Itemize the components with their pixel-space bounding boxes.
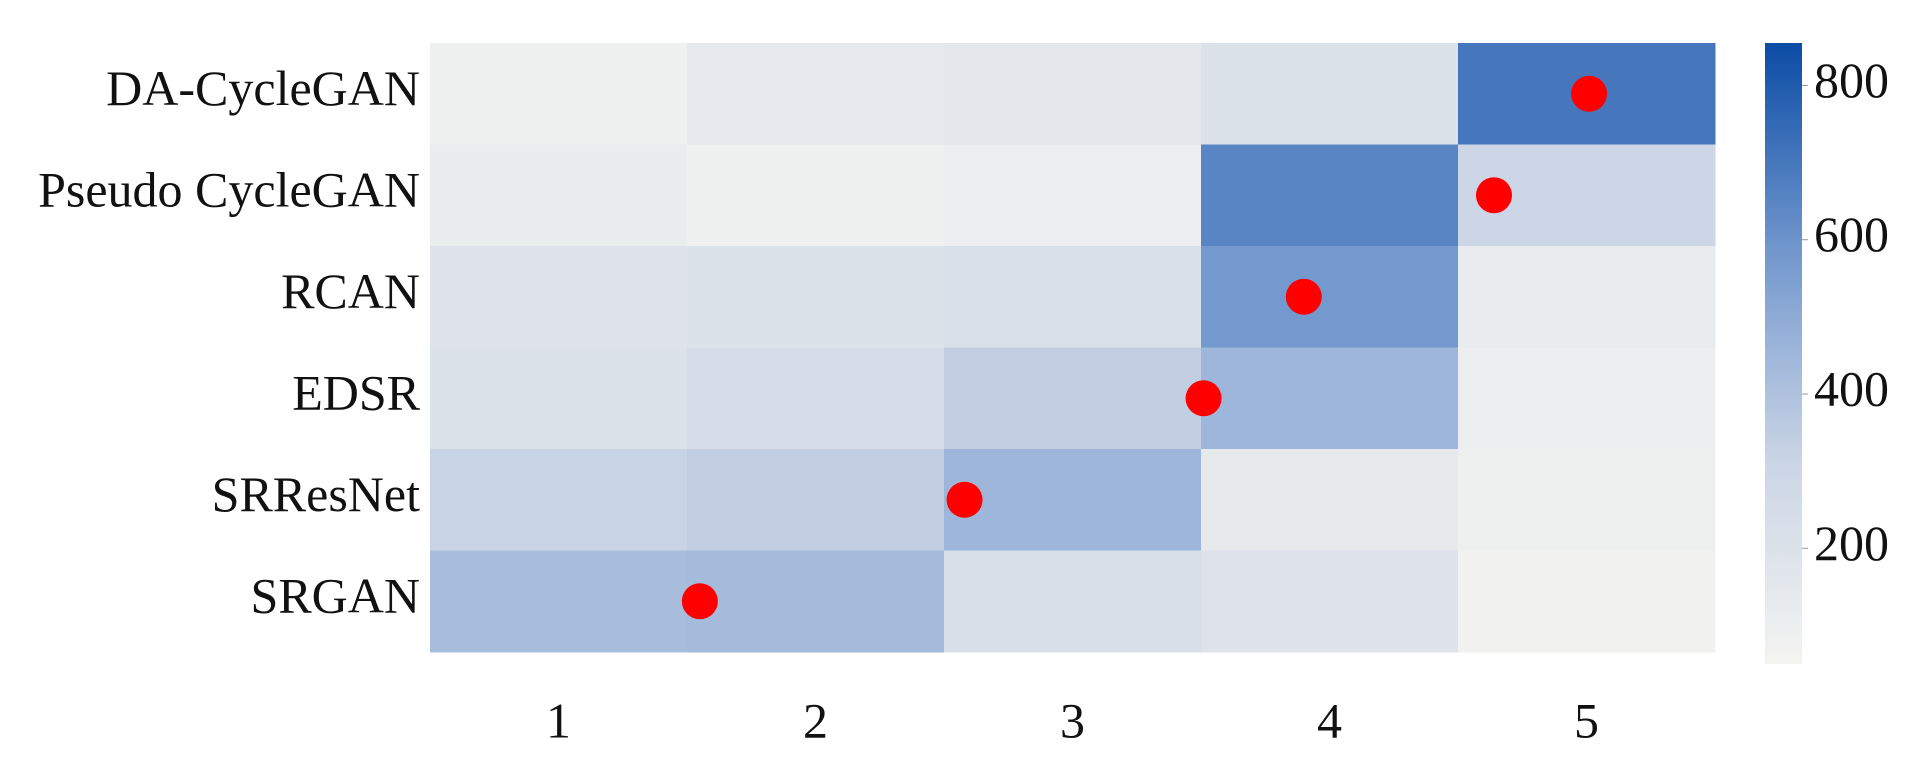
- heatmap-cell: [1201, 449, 1459, 551]
- colorbar-tick-label: 800: [1814, 52, 1889, 108]
- colorbar-tick-label: 600: [1814, 206, 1889, 262]
- marker-dot: [681, 583, 718, 620]
- heatmap-cell: [1201, 550, 1459, 653]
- heatmap-cell: [944, 144, 1202, 247]
- heatmap-cell: [944, 347, 1202, 450]
- heatmap-cell: [1458, 347, 1716, 450]
- marker-dot: [946, 481, 983, 518]
- heatmap-cell: [944, 246, 1202, 348]
- heatmap-cell: [1458, 449, 1716, 551]
- heatmap-cell: [687, 246, 945, 348]
- marker-dot: [1285, 278, 1322, 315]
- column-label: 4: [1317, 692, 1342, 748]
- row-label: SRGAN: [251, 568, 420, 624]
- heatmap-cell: [430, 246, 688, 348]
- heatmap-cell: [430, 347, 688, 450]
- heatmap-cell: [430, 449, 688, 551]
- colorbar-tick-label: 400: [1814, 360, 1889, 416]
- heatmap-cell: [687, 449, 945, 551]
- column-label: 2: [803, 692, 828, 748]
- heatmap-cell: [1201, 347, 1459, 450]
- row-label: DA-CycleGAN: [106, 60, 420, 116]
- heatmap-cell: [430, 144, 688, 247]
- heatmap-cell: [944, 449, 1202, 551]
- column-label: 3: [1060, 692, 1085, 748]
- marker-dot: [1475, 177, 1512, 214]
- heatmap-cell: [1201, 246, 1459, 348]
- heatmap-cell: [1458, 246, 1716, 348]
- heatmap-cell: [687, 550, 945, 653]
- colorbar: [1765, 43, 1802, 664]
- column-label: 1: [546, 692, 571, 748]
- heatmap-cell: [1201, 43, 1459, 145]
- heatmap-cell: [687, 43, 945, 145]
- heatmap-cell: [944, 550, 1202, 653]
- marker-dot: [1185, 380, 1222, 417]
- heatmap-cell: [944, 43, 1202, 145]
- heatmap-cell: [687, 144, 945, 247]
- column-label: 5: [1574, 692, 1599, 748]
- row-label: Pseudo CycleGAN: [38, 162, 420, 218]
- heatmap-cell: [430, 43, 688, 145]
- marker-dot: [1571, 75, 1608, 112]
- heatmap-cell: [687, 347, 945, 450]
- row-label: SRResNet: [212, 466, 420, 522]
- colorbar-tick-label: 200: [1814, 515, 1889, 571]
- heatmap-cell: [430, 550, 688, 653]
- heatmap-cell: [1458, 550, 1716, 653]
- row-label: EDSR: [292, 365, 420, 421]
- row-label: RCAN: [281, 263, 420, 319]
- heatmap-cell: [1201, 144, 1459, 247]
